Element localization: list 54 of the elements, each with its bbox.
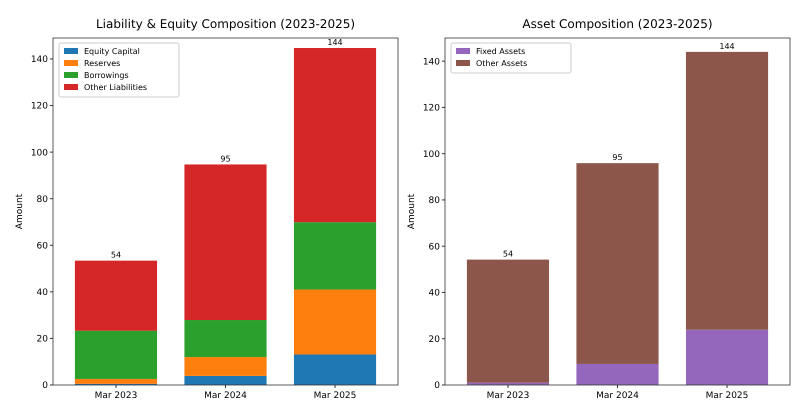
y-tick-label: 0 bbox=[434, 381, 440, 392]
y-tick-label: 120 bbox=[30, 102, 48, 112]
y-axis-title: Amount bbox=[15, 193, 25, 230]
y-tick-label: 80 bbox=[428, 196, 440, 206]
x-tick-label: Mar 2025 bbox=[314, 391, 356, 400]
y-tick-label: 120 bbox=[422, 104, 440, 114]
bar bbox=[74, 378, 158, 384]
bar bbox=[294, 290, 376, 354]
bar bbox=[576, 163, 659, 364]
total-label: 54 bbox=[110, 250, 122, 260]
total-label: 95 bbox=[220, 154, 231, 164]
y-tick-label: 100 bbox=[30, 148, 48, 158]
bar bbox=[74, 330, 158, 379]
y-tick-label: 140 bbox=[30, 55, 48, 66]
bar bbox=[74, 260, 158, 331]
bar bbox=[294, 48, 376, 222]
x-tick-label: Mar 2024 bbox=[596, 391, 640, 400]
y-tick-label: 140 bbox=[422, 57, 440, 68]
y-tick-label: 20 bbox=[428, 334, 440, 345]
x-tick-label: Mar 2023 bbox=[486, 391, 530, 400]
legend-label: Other Liabilities bbox=[84, 82, 148, 92]
x-tick-label: Mar 2023 bbox=[94, 391, 138, 400]
x-tick-label: Mar 2025 bbox=[706, 391, 748, 400]
bar bbox=[184, 357, 267, 376]
y-tick-label: 40 bbox=[428, 288, 440, 299]
legend-label: Other Assets bbox=[476, 58, 528, 68]
y-tick-label: 60 bbox=[36, 241, 48, 252]
chart-title: Liability & Equity Composition (2023-2025) bbox=[96, 17, 356, 31]
y-tick-label: 40 bbox=[36, 288, 48, 298]
y-tick-label: 80 bbox=[36, 194, 48, 205]
y-tick-label: 60 bbox=[428, 242, 440, 252]
bar bbox=[466, 260, 550, 383]
y-tick-label: 100 bbox=[422, 150, 440, 160]
chart-title: Asset Composition (2023-2025) bbox=[522, 17, 713, 31]
bar bbox=[294, 222, 376, 290]
bar bbox=[184, 376, 267, 385]
legend-label: Equity Capital bbox=[84, 46, 140, 56]
total-label: 144 bbox=[327, 38, 343, 48]
y-tick-label: 0 bbox=[42, 381, 48, 392]
bar bbox=[686, 330, 768, 385]
legend-label: Borrowings bbox=[84, 70, 129, 80]
bar bbox=[184, 164, 267, 320]
y-tick-label: 20 bbox=[36, 334, 48, 345]
y-axis-title: Amount bbox=[407, 193, 417, 230]
legend-label: Fixed Assets bbox=[476, 46, 526, 56]
legend-label: Reserves bbox=[84, 58, 120, 68]
bar bbox=[294, 354, 376, 385]
total-label: 95 bbox=[612, 153, 623, 162]
bar bbox=[184, 320, 267, 358]
bar bbox=[576, 364, 659, 385]
total-label: 144 bbox=[719, 42, 735, 51]
bar bbox=[686, 52, 768, 330]
total-label: 54 bbox=[502, 250, 514, 259]
x-tick-label: Mar 2024 bbox=[204, 391, 248, 400]
